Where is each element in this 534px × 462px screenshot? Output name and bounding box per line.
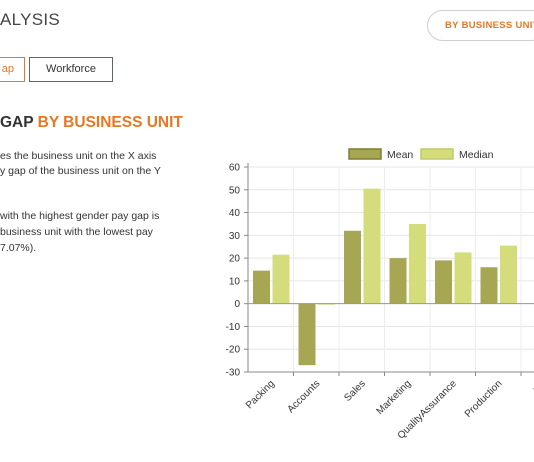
bar xyxy=(389,258,407,304)
section-title-accent: BY BUSINESS UNIT xyxy=(37,114,183,131)
business-unit-filter-button[interactable]: BY BUSINESS UNIT xyxy=(427,10,534,41)
x-tick-label: Accounts xyxy=(286,378,323,415)
y-tick-label: 10 xyxy=(229,276,241,287)
x-tick-label: Dis xyxy=(532,378,534,396)
description-line: 7.07%). xyxy=(0,242,37,254)
y-tick-label: -10 xyxy=(226,322,241,333)
description-line: with the highest gender pay gap is xyxy=(0,210,160,222)
tab-workforce[interactable]: Workforce xyxy=(29,57,113,82)
y-tick-label: -30 xyxy=(226,368,241,379)
bar xyxy=(363,188,381,304)
page-title: ALYSIS xyxy=(0,10,61,29)
x-tick-label: Sales xyxy=(342,378,367,403)
y-tick-label: -20 xyxy=(226,345,241,356)
bar xyxy=(500,245,517,304)
bar xyxy=(454,252,472,304)
bar xyxy=(253,270,270,304)
x-tick-label: Production xyxy=(463,378,505,420)
y-tick-label: 40 xyxy=(229,208,241,219)
tab-pay-gap-label: ap xyxy=(1,63,14,75)
legend-label: Median xyxy=(459,149,494,161)
description-line: business unit with the lowest pay xyxy=(0,226,153,238)
description-line: y gap of the business unit on the Y xyxy=(0,165,161,177)
bar xyxy=(435,260,452,304)
y-tick-label: 30 xyxy=(229,231,241,242)
bar xyxy=(272,254,290,304)
filter-button-label: BY BUSINESS UNIT xyxy=(445,20,534,31)
section-title-main: GAP xyxy=(0,114,34,131)
legend-swatch xyxy=(420,148,454,160)
tab-pay-gap[interactable]: ap xyxy=(0,57,25,82)
y-tick-label: 50 xyxy=(229,185,241,196)
y-tick-label: 0 xyxy=(234,299,240,310)
section-title: GAP BY BUSINESS UNIT xyxy=(0,114,183,132)
legend-label: Mean xyxy=(387,149,413,161)
legend-swatch xyxy=(348,148,382,160)
description-line: es the business unit on the X axis xyxy=(0,150,157,162)
y-tick-label: 60 xyxy=(229,163,241,174)
x-tick-label: Marketing xyxy=(375,378,414,417)
bar xyxy=(344,230,361,304)
bar xyxy=(298,303,316,366)
tab-workforce-label: Workforce xyxy=(46,63,96,75)
x-tick-label: Packing xyxy=(244,378,277,411)
bar xyxy=(409,223,426,304)
y-tick-label: 20 xyxy=(229,254,241,265)
bar xyxy=(480,267,498,304)
